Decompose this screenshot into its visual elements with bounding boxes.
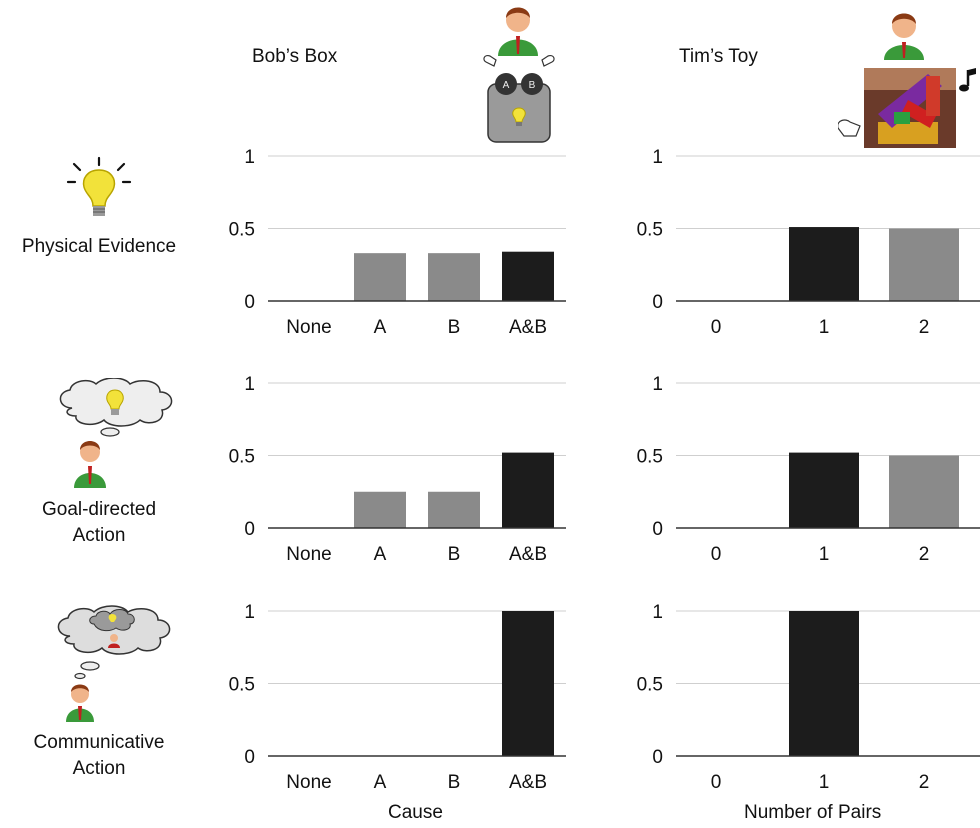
y-tick-label: 0.5 bbox=[637, 447, 663, 468]
row-label-goal-directed-action: Goal-directed Action bbox=[4, 497, 194, 549]
bar bbox=[428, 253, 480, 301]
x-tick-label: B bbox=[448, 317, 461, 338]
x-tick-label: 2 bbox=[919, 772, 930, 793]
row-label-physical-evidence: Physical Evidence bbox=[4, 234, 194, 260]
person-with-box-icon: A B bbox=[483, 7, 555, 143]
x-tick-label: None bbox=[286, 544, 331, 565]
y-tick-label: 1 bbox=[244, 602, 255, 623]
row-label-line: Communicative bbox=[33, 732, 165, 753]
x-tick-label: A bbox=[374, 317, 387, 338]
y-tick-label: 1 bbox=[652, 147, 663, 168]
row-label-line: Action bbox=[72, 525, 126, 546]
y-tick-label: 1 bbox=[244, 147, 255, 168]
bar bbox=[889, 228, 959, 301]
right-x-axis-title: Number of Pairs bbox=[744, 802, 882, 823]
bar bbox=[354, 491, 406, 528]
x-tick-label: A&B bbox=[509, 317, 547, 338]
box-button-a-label: A bbox=[503, 80, 510, 91]
bar bbox=[502, 611, 554, 756]
person-with-toy-icon bbox=[838, 13, 976, 148]
y-tick-label: 0 bbox=[652, 292, 663, 313]
x-tick-label: B bbox=[448, 772, 461, 793]
thought-bubble-person-icon bbox=[59, 378, 173, 488]
y-tick-label: 0.5 bbox=[229, 675, 255, 696]
x-tick-label: 2 bbox=[919, 544, 930, 565]
x-tick-label: 1 bbox=[819, 544, 830, 565]
x-tick-label: 1 bbox=[819, 317, 830, 338]
x-tick-label: A bbox=[374, 544, 387, 565]
x-tick-label: A bbox=[374, 772, 387, 793]
y-tick-label: 0.5 bbox=[229, 220, 255, 241]
x-tick-label: None bbox=[286, 772, 331, 793]
y-tick-label: 0 bbox=[244, 747, 255, 768]
y-tick-label: 0 bbox=[652, 747, 663, 768]
x-tick-label: B bbox=[448, 544, 461, 565]
x-tick-label: None bbox=[286, 317, 331, 338]
y-tick-label: 0 bbox=[244, 519, 255, 540]
left-x-axis-title: Cause bbox=[388, 802, 443, 823]
bar bbox=[889, 455, 959, 528]
x-tick-label: 0 bbox=[711, 544, 722, 565]
y-tick-label: 1 bbox=[244, 374, 255, 395]
x-tick-label: 0 bbox=[711, 317, 722, 338]
x-tick-label: 0 bbox=[711, 772, 722, 793]
y-tick-label: 0.5 bbox=[229, 447, 255, 468]
left-panel-title: Bob’s Box bbox=[252, 46, 338, 67]
row-label-line: Physical Evidence bbox=[21, 236, 177, 257]
x-tick-label: A&B bbox=[509, 544, 547, 565]
row-label-line: Action bbox=[72, 758, 126, 779]
row-label-communicative-action: Communicative Action bbox=[4, 730, 194, 782]
lightbulb-icon bbox=[66, 156, 132, 216]
x-tick-label: 1 bbox=[819, 772, 830, 793]
y-tick-label: 1 bbox=[652, 602, 663, 623]
y-tick-label: 1 bbox=[652, 374, 663, 395]
x-tick-label: A&B bbox=[509, 772, 547, 793]
y-tick-label: 0.5 bbox=[637, 675, 663, 696]
bar bbox=[789, 611, 859, 756]
bar bbox=[428, 491, 480, 528]
right-panel-title: Tim’s Toy bbox=[679, 46, 758, 67]
bar bbox=[789, 227, 859, 301]
bar bbox=[354, 253, 406, 301]
row-label-line: Goal-directed bbox=[41, 499, 157, 520]
bar bbox=[502, 452, 554, 528]
bar bbox=[789, 452, 859, 528]
y-tick-label: 0 bbox=[244, 292, 255, 313]
x-tick-label: 2 bbox=[919, 317, 930, 338]
y-tick-label: 0 bbox=[652, 519, 663, 540]
nested-thought-bubble-person-icon bbox=[57, 605, 171, 722]
bar bbox=[502, 251, 554, 301]
y-tick-label: 0.5 bbox=[637, 220, 663, 241]
box-button-b-label: B bbox=[529, 80, 536, 91]
